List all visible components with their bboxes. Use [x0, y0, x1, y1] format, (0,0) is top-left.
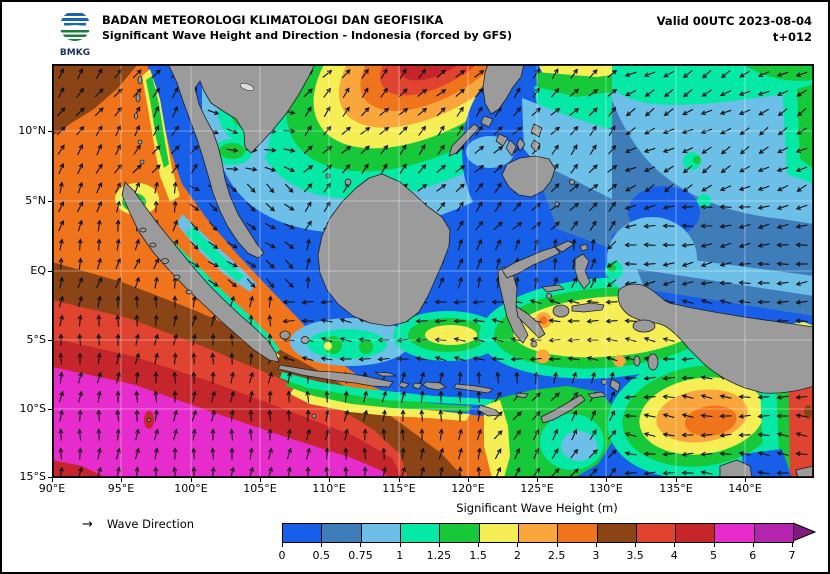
valid-time: Valid 00UTC 2023-08-04 — [656, 14, 812, 28]
colorbar-tick-label: 5 — [710, 549, 718, 562]
colorbar-segment — [479, 524, 519, 542]
lon-label: 105°E — [243, 482, 277, 495]
colorbar-tick-label: 0.75 — [348, 549, 373, 562]
logo-text: BMKG — [60, 48, 90, 57]
lon-label: 130°E — [589, 482, 623, 495]
colorbar-segment — [597, 524, 637, 542]
colorbar-tick-label: 2 — [513, 549, 521, 562]
colorbar-segment — [400, 524, 441, 542]
org-title: BADAN METEOROLOGI KLIMATOLOGI DAN GEOFIS… — [102, 13, 444, 27]
wave-direction-label: Wave Direction — [106, 517, 195, 531]
land-indochina — [151, 64, 316, 259]
forecast-step: t+012 — [772, 30, 812, 44]
graticule-layer — [52, 64, 814, 478]
colorbar-tick-label: 4 — [670, 549, 678, 562]
indian-ocean-field — [52, 64, 567, 478]
land-sumatra — [121, 181, 280, 363]
land-philippines — [448, 64, 556, 198]
lat-label: 10°S — [19, 402, 46, 415]
wave-direction-legend: → Wave Direction — [82, 517, 194, 532]
land-java — [277, 364, 394, 388]
colorbar-tick-label: 0.5 — [312, 549, 330, 562]
lat-label: EQ — [30, 264, 46, 277]
land-layer — [121, 64, 814, 478]
valid-time-block: Valid 00UTC 2023-08-04 t+012 — [657, 13, 812, 45]
wave-map — [52, 64, 814, 478]
colorbar-tick-label: 3.5 — [626, 549, 644, 562]
colorbar-title: Significant Wave Height (m) — [456, 501, 618, 515]
lon-label: 115°E — [382, 482, 416, 495]
colorbar-segment — [322, 524, 362, 542]
colorbar-tick-label: 0 — [278, 549, 286, 562]
land-maluku-islands — [515, 243, 659, 399]
land-borneo — [317, 173, 451, 327]
java-sea-field — [290, 318, 410, 366]
colorbar-segment — [440, 524, 480, 542]
lat-label: 5°N — [25, 194, 46, 207]
lon-label: 120°E — [451, 482, 485, 495]
lon-label: 140°E — [728, 482, 762, 495]
map-border — [52, 64, 814, 478]
colorbar-tick-label: 1.5 — [469, 549, 487, 562]
lon-label: 100°E — [174, 482, 208, 495]
colorbar-segment — [715, 524, 755, 542]
lat-label: 15°S — [19, 470, 46, 483]
colorbar-tick-label: 2.5 — [547, 549, 566, 562]
colorbar-segment — [361, 524, 401, 542]
lon-label: 90°E — [38, 482, 66, 495]
lon-label: 135°E — [659, 482, 693, 495]
colorbar-segment — [754, 524, 794, 542]
lon-label: 125°E — [520, 482, 554, 495]
land-small-islands — [134, 75, 814, 478]
colorbar — [282, 523, 794, 543]
lat-label: 10°N — [18, 124, 46, 137]
colorbar-segment — [283, 524, 323, 542]
colorbar-tick-label: 7 — [788, 549, 796, 562]
colorbar-segment — [676, 524, 716, 542]
bmkg-logo: BMKG — [60, 11, 90, 57]
colorbar-overflow-arrow — [793, 522, 817, 542]
pacific-field — [592, 64, 814, 299]
colorbar-segment — [518, 524, 559, 542]
colorbar-tick-label: 6 — [749, 549, 757, 562]
wave-direction-arrow-icon: → — [82, 517, 93, 532]
product-title: Significant Wave Height and Direction - … — [102, 29, 513, 42]
lat-label: 5°S — [26, 333, 46, 346]
lon-label: 110°E — [312, 482, 346, 495]
land-sulawesi — [497, 240, 575, 348]
colorbar-segment — [558, 524, 598, 542]
lon-label: 95°E — [107, 482, 135, 495]
colorbar-tick-label: 3 — [592, 549, 600, 562]
colorbar-segment — [636, 524, 677, 542]
colorbar-tick-label: 1 — [396, 549, 404, 562]
colorbar-tick-label: 1.25 — [426, 549, 452, 562]
tonle-sap-lake — [240, 83, 254, 91]
